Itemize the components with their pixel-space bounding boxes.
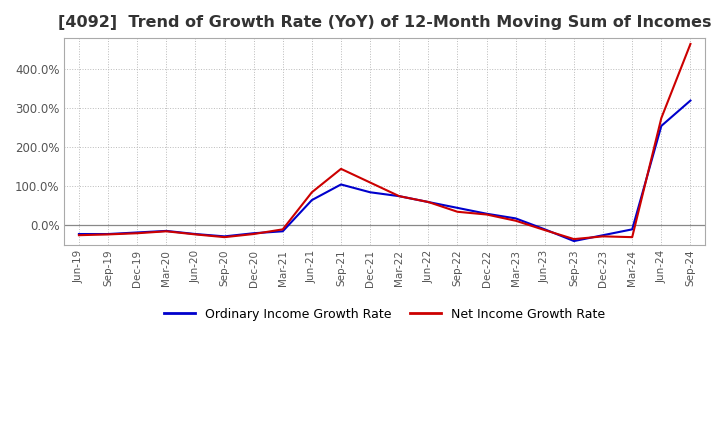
Legend: Ordinary Income Growth Rate, Net Income Growth Rate: Ordinary Income Growth Rate, Net Income … bbox=[158, 303, 611, 326]
Title: [4092]  Trend of Growth Rate (YoY) of 12-Month Moving Sum of Incomes: [4092] Trend of Growth Rate (YoY) of 12-… bbox=[58, 15, 711, 30]
